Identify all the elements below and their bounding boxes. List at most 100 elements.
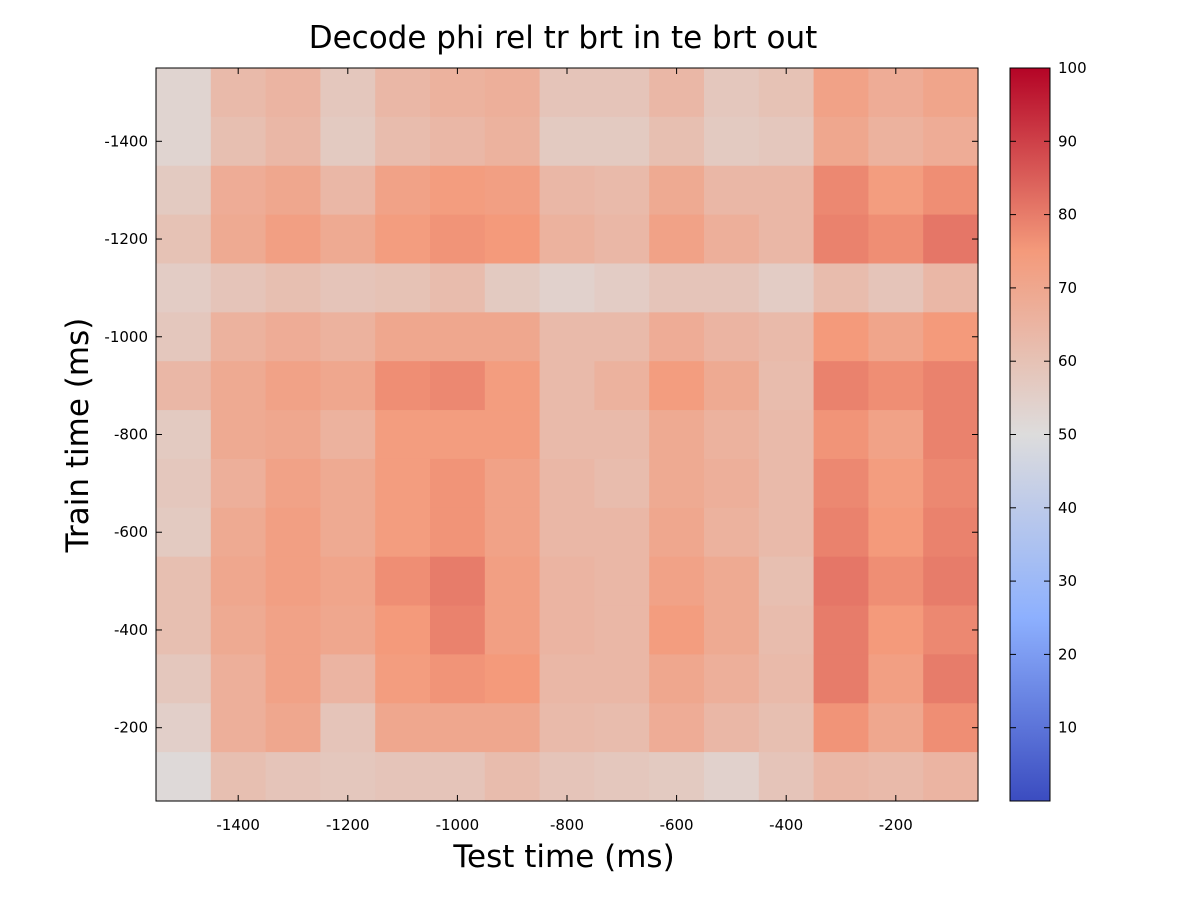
heatmap-cell bbox=[758, 116, 815, 167]
heatmap-cell bbox=[594, 458, 650, 509]
heatmap-cell bbox=[265, 605, 321, 655]
heatmap-cell bbox=[649, 68, 705, 118]
heatmap-cell bbox=[375, 556, 431, 607]
heatmap-cell bbox=[320, 605, 376, 655]
heatmap-cell bbox=[320, 312, 376, 362]
heatmap-cell bbox=[320, 458, 376, 509]
heatmap-cell bbox=[539, 556, 595, 607]
heatmap-cell bbox=[813, 361, 869, 411]
heatmap-cell bbox=[594, 68, 650, 118]
heatmap-cell bbox=[594, 116, 650, 167]
heatmap-cell bbox=[265, 654, 321, 704]
heatmap-cell bbox=[923, 312, 979, 362]
heatmap-cell bbox=[539, 214, 595, 265]
heatmap-cell bbox=[156, 458, 212, 509]
heatmap-cell bbox=[923, 752, 979, 802]
heatmap-cell bbox=[758, 214, 815, 265]
heatmap-cell bbox=[156, 263, 212, 313]
y-tick-label: -1200 bbox=[104, 230, 148, 248]
heatmap-cell bbox=[704, 165, 760, 216]
heatmap-cell bbox=[539, 263, 595, 313]
heatmap-cell bbox=[868, 410, 924, 460]
heatmap-cell bbox=[923, 263, 979, 313]
heatmap-cell bbox=[210, 116, 267, 167]
heatmap-cell bbox=[484, 703, 541, 753]
heatmap-cell bbox=[430, 263, 486, 313]
heatmap-cell bbox=[484, 361, 541, 411]
heatmap-cell bbox=[539, 410, 595, 460]
heatmap-cell bbox=[375, 214, 431, 265]
heatmap-cell bbox=[704, 703, 760, 753]
heatmap-cells bbox=[156, 68, 979, 802]
heatmap-cell bbox=[649, 752, 705, 802]
heatmap-cell bbox=[210, 410, 267, 460]
heatmap-cell bbox=[813, 214, 869, 265]
heatmap-cell bbox=[923, 458, 979, 509]
heatmap-cell bbox=[704, 263, 760, 313]
heatmap-cell bbox=[210, 458, 267, 509]
heatmap-cell bbox=[484, 507, 541, 558]
heatmap-cell bbox=[375, 116, 431, 167]
heatmap-cell bbox=[265, 752, 321, 802]
heatmap-cell bbox=[649, 312, 705, 362]
heatmap-cell bbox=[758, 68, 815, 118]
x-tick-label: -1400 bbox=[216, 816, 260, 834]
colorbar-tick-label: 20 bbox=[1058, 645, 1077, 663]
heatmap-cell bbox=[210, 214, 267, 265]
heatmap-cell bbox=[484, 410, 541, 460]
heatmap-cell bbox=[923, 507, 979, 558]
heatmap-cell bbox=[539, 68, 595, 118]
colorbar-gradient bbox=[1009, 67, 1051, 802]
heatmap-cell bbox=[320, 263, 376, 313]
heatmap-cell bbox=[868, 507, 924, 558]
heatmap-cell bbox=[704, 68, 760, 118]
heatmap-cell bbox=[156, 165, 212, 216]
heatmap-cell bbox=[156, 654, 212, 704]
heatmap-cell bbox=[868, 116, 924, 167]
heatmap-cell bbox=[430, 361, 486, 411]
y-tick-label: -200 bbox=[114, 719, 148, 737]
heatmap-cell bbox=[704, 410, 760, 460]
heatmap-cell bbox=[375, 410, 431, 460]
heatmap-cell bbox=[813, 263, 869, 313]
heatmap-cell bbox=[758, 703, 815, 753]
heatmap-cell bbox=[265, 263, 321, 313]
heatmap-cell bbox=[156, 214, 212, 265]
heatmap-cell bbox=[320, 165, 376, 216]
x-tick-label: -400 bbox=[769, 816, 803, 834]
heatmap-cell bbox=[484, 165, 541, 216]
heatmap-cell bbox=[484, 263, 541, 313]
colorbar-tick-label: 80 bbox=[1058, 206, 1077, 224]
x-tick-label: -200 bbox=[879, 816, 913, 834]
heatmap-cell bbox=[375, 263, 431, 313]
heatmap-cell bbox=[923, 165, 979, 216]
heatmap-cell bbox=[156, 116, 212, 167]
heatmap-cell bbox=[704, 312, 760, 362]
heatmap-cell bbox=[265, 214, 321, 265]
heatmap-cell bbox=[813, 312, 869, 362]
heatmap-cell bbox=[430, 410, 486, 460]
colorbar-tick-label: 50 bbox=[1058, 426, 1077, 444]
heatmap-cell bbox=[813, 703, 869, 753]
colorbar-tick-label: 60 bbox=[1058, 352, 1077, 370]
heatmap-cell bbox=[704, 654, 760, 704]
heatmap-cell bbox=[758, 605, 815, 655]
x-axis: -1400 -1200 -1000 -800 -600 -400 -200 bbox=[216, 68, 913, 834]
heatmap-cell bbox=[430, 752, 486, 802]
heatmap-cell bbox=[539, 752, 595, 802]
heatmap-cell bbox=[649, 361, 705, 411]
y-tick-label: -600 bbox=[114, 523, 148, 541]
heatmap-cell bbox=[868, 68, 924, 118]
heatmap-cell bbox=[813, 68, 869, 118]
heatmap-cell bbox=[923, 556, 979, 607]
heatmap-cell bbox=[868, 361, 924, 411]
heatmap-cell bbox=[265, 458, 321, 509]
heatmap-cell bbox=[320, 752, 376, 802]
heatmap-cell bbox=[539, 507, 595, 558]
y-tick-label: -1400 bbox=[104, 132, 148, 150]
heatmap-cell bbox=[649, 605, 705, 655]
heatmap-cell bbox=[704, 458, 760, 509]
heatmap-cell bbox=[594, 312, 650, 362]
heatmap-cell bbox=[649, 165, 705, 216]
heatmap-cell bbox=[704, 556, 760, 607]
